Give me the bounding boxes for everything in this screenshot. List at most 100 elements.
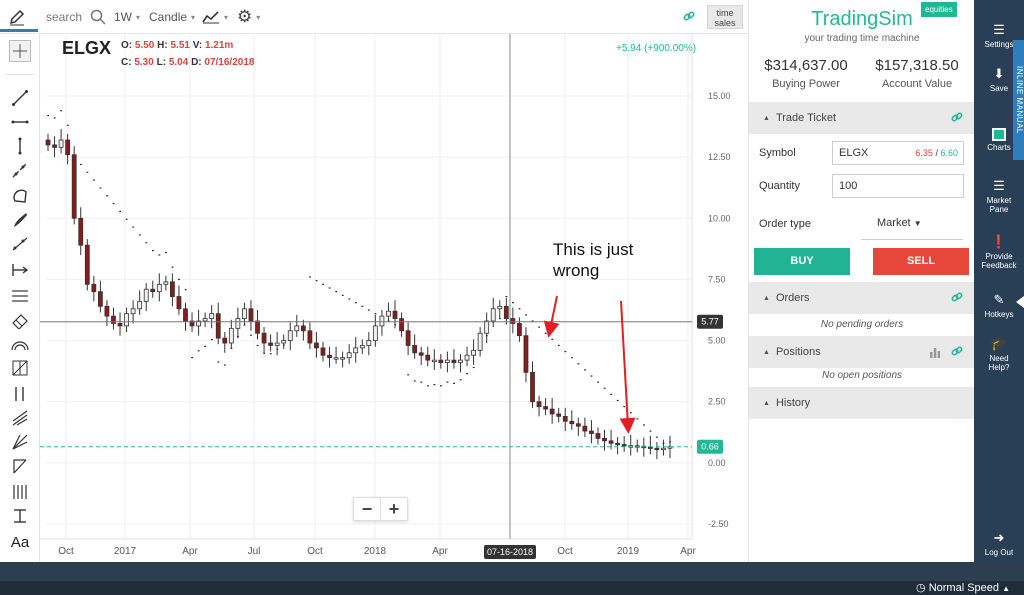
zoom-out-button[interactable]: − xyxy=(354,498,381,520)
sell-button[interactable]: SELL xyxy=(873,248,969,275)
market-pane-nav[interactable]: ☰ Market Pane xyxy=(974,178,1024,214)
playback-speed-control[interactable]: ◷ Normal Speed ▲ xyxy=(916,581,1010,595)
candle-body xyxy=(104,305,110,317)
trend-line-icon[interactable] xyxy=(8,88,32,108)
symbol-input[interactable]: ELGX 6.35 / 6.60 xyxy=(832,141,964,165)
sar-dot xyxy=(341,294,344,296)
save-nav[interactable]: ⬇ Save xyxy=(974,66,1024,93)
ask-price: 6.60 xyxy=(940,148,958,158)
order-type-underline xyxy=(861,239,963,240)
candle-body xyxy=(438,359,444,363)
sar-dot xyxy=(210,338,213,341)
price-chart[interactable]: 15.00 12.50 10.00 7.50 5.00 2.50 0.00 -2.50 Oct… xyxy=(40,34,748,562)
charts-nav[interactable]: Charts xyxy=(974,128,1024,152)
sar-dot xyxy=(217,361,220,363)
help-nav[interactable]: 🎓 Need Help? xyxy=(974,336,1024,372)
settings-label: Settings xyxy=(984,40,1014,49)
logout-nav[interactable]: ➜ Log Out xyxy=(974,530,1024,557)
gann-fan-icon[interactable] xyxy=(8,432,32,452)
candle-body xyxy=(595,433,601,439)
link-icon[interactable] xyxy=(951,111,963,126)
sar-dot xyxy=(47,114,49,117)
link-icon[interactable] xyxy=(951,291,963,306)
link-icon[interactable] xyxy=(683,10,695,25)
candle-body xyxy=(621,444,627,447)
pencil-icon[interactable] xyxy=(8,0,26,34)
link-icon[interactable] xyxy=(951,345,963,360)
candle-body xyxy=(215,313,221,339)
candle-body xyxy=(274,342,280,346)
search-input[interactable]: search xyxy=(46,0,106,34)
candle-body xyxy=(287,330,293,341)
hamburger-icon: ☰ xyxy=(993,22,1005,37)
candle-body xyxy=(183,308,188,322)
zoom-in-button[interactable]: + xyxy=(388,499,400,519)
collapse-arrow-icon: ▲ xyxy=(763,114,770,122)
settings-nav[interactable]: ☰ Settings xyxy=(974,22,1024,49)
candle-body xyxy=(163,281,169,285)
sar-dot xyxy=(459,379,462,381)
candle-body xyxy=(523,335,529,373)
shape-icon[interactable] xyxy=(8,186,32,206)
candle-body xyxy=(412,345,418,354)
fib-retracement-icon[interactable] xyxy=(8,286,32,306)
interval-select[interactable]: 1W ▾ xyxy=(114,0,140,34)
crosshair-tool[interactable] xyxy=(9,40,31,62)
buy-button[interactable]: BUY xyxy=(754,248,850,275)
positions-header[interactable]: ▲ Positions xyxy=(749,336,975,368)
hotkeys-nav[interactable]: ✎ Hotkeys xyxy=(974,292,1024,319)
eraser-icon[interactable] xyxy=(8,310,32,330)
trade-ticket-title: Trade Ticket xyxy=(775,112,837,124)
candle-body xyxy=(549,408,555,415)
horizontal-line-icon[interactable] xyxy=(8,112,32,132)
chart-canvas[interactable]: 15.00 12.50 10.00 7.50 5.00 2.50 0.00 -2.50 Oct… xyxy=(40,34,748,562)
vertical-line-icon[interactable] xyxy=(8,136,32,156)
pitchfork-icon[interactable] xyxy=(8,408,32,428)
candle-body xyxy=(615,442,621,446)
brush-icon[interactable] xyxy=(8,210,32,230)
sar-dot xyxy=(243,324,246,326)
collapse-arrow-icon: ▲ xyxy=(763,399,770,407)
inline-manual-tab[interactable]: INLINE MANUAL xyxy=(1013,40,1024,160)
candle-body xyxy=(58,139,64,148)
settings-gear-button[interactable]: ⚙ ▾ xyxy=(237,0,260,34)
grid-tool-icon[interactable] xyxy=(8,358,32,378)
candle-body xyxy=(176,296,182,310)
orders-header[interactable]: ▲ Orders xyxy=(749,282,975,314)
bar-chart-icon[interactable] xyxy=(929,346,941,361)
feedback-nav[interactable]: ❗ Provide Feedback xyxy=(974,234,1024,270)
equities-badge[interactable]: equities xyxy=(921,2,957,17)
sar-dot xyxy=(623,406,626,408)
candle-body xyxy=(209,313,215,319)
volume-label: V: xyxy=(192,40,205,51)
text-baseline-icon[interactable] xyxy=(8,506,32,526)
time-sales-button[interactable]: time sales xyxy=(707,5,743,29)
candle-body xyxy=(320,347,326,356)
sar-dot xyxy=(335,291,338,293)
order-type-value: Market xyxy=(877,217,911,229)
sar-dot xyxy=(106,195,108,197)
measure-icon[interactable] xyxy=(8,260,32,280)
candle-body xyxy=(372,325,378,341)
chart-symbol: ELGX xyxy=(62,38,112,58)
triangle-tool-icon[interactable] xyxy=(8,456,32,476)
x-axis-ticks: Oct2017AprJulOct2018AprJulOct2019Apr xyxy=(58,546,696,557)
quantity-input[interactable]: 100 xyxy=(832,174,964,198)
candle-body xyxy=(314,342,319,349)
ray-icon[interactable] xyxy=(8,160,32,180)
sar-dot xyxy=(361,305,364,307)
trade-ticket-header[interactable]: ▲ Trade Ticket xyxy=(749,102,975,134)
order-type-select[interactable]: Market ▼ xyxy=(877,217,922,229)
chart-type-select[interactable]: Candle ▾ xyxy=(149,0,195,34)
text-tool-icon[interactable]: Aa xyxy=(10,533,30,551)
sar-dot xyxy=(132,226,135,228)
channel-icon[interactable] xyxy=(8,234,32,254)
sar-dot xyxy=(590,375,593,377)
history-header[interactable]: ▲ History xyxy=(749,387,975,419)
sar-dot xyxy=(433,383,436,386)
cycle-lines-icon[interactable] xyxy=(8,482,32,502)
indicators-button[interactable]: ▾ xyxy=(202,0,228,34)
fib-fan-icon[interactable] xyxy=(8,334,32,354)
parallel-lines-icon[interactable] xyxy=(8,384,32,404)
